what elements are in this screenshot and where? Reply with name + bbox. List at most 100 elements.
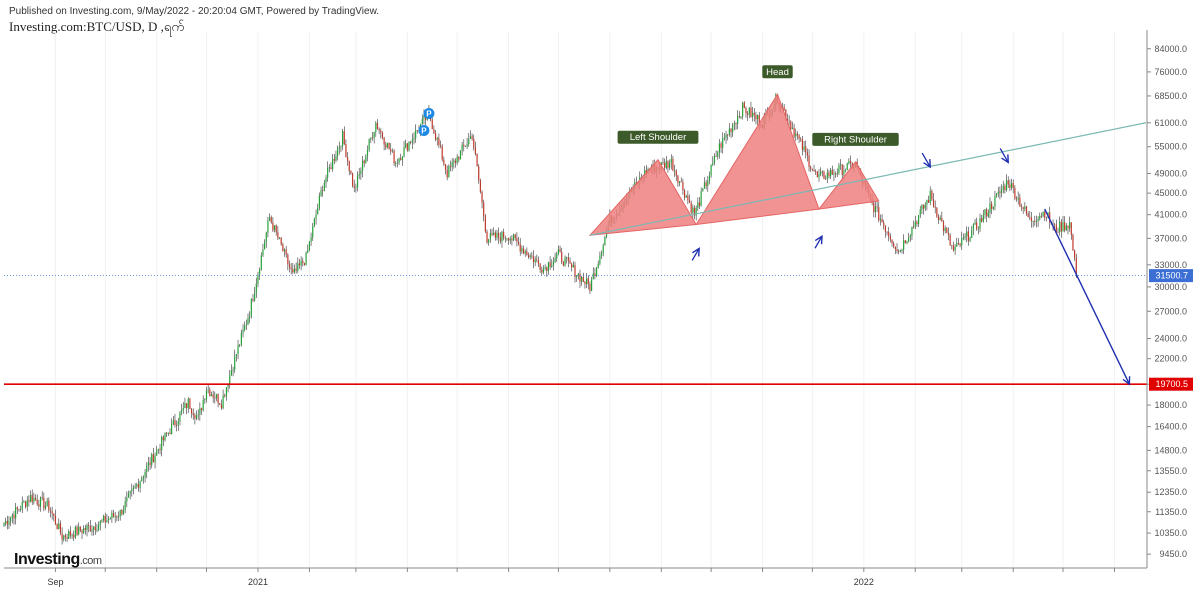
candle-body (471, 136, 473, 139)
candle-body (398, 158, 400, 163)
candle-body (363, 160, 365, 164)
candle-body (76, 527, 78, 535)
candle-body (1004, 185, 1006, 191)
candle-body (127, 493, 130, 498)
candle-body (951, 245, 953, 246)
candle-body (346, 157, 349, 161)
candle-body (73, 534, 75, 538)
candle-body (1025, 206, 1028, 214)
candle-body (225, 387, 228, 397)
y-axis: 84000.0 76000.0 68500.0 61000.0 55000.0 49000… (1146, 30, 1193, 568)
candle-body (267, 220, 269, 233)
candle-body (49, 510, 52, 512)
candle-body (219, 403, 221, 405)
pattern-triangle (817, 161, 880, 210)
candle-body (484, 216, 486, 232)
candle-body (727, 134, 729, 136)
candle-body (68, 531, 70, 539)
candle-body (846, 163, 848, 170)
candle-body (177, 421, 179, 426)
candle-body (69, 531, 71, 536)
candle-body (559, 249, 561, 252)
candle-body (458, 156, 460, 160)
candle-body (415, 130, 417, 139)
candle-body (496, 232, 498, 238)
candle-body (698, 202, 701, 206)
candle-body (290, 267, 292, 270)
candle-body (813, 170, 815, 172)
candle-body (514, 234, 516, 238)
candle-body (1045, 217, 1048, 219)
candle-body (375, 122, 377, 132)
candle-body (79, 526, 81, 531)
candle-body (433, 129, 435, 134)
candle-body (202, 400, 204, 411)
candle-body (811, 168, 813, 171)
candle-body (542, 268, 545, 273)
candle-body (15, 507, 17, 519)
candle-body (919, 209, 921, 215)
candle-body (411, 139, 413, 143)
candle-body (788, 120, 790, 122)
support-price-tag: 19700.5 (1155, 379, 1188, 389)
candle-body (323, 182, 325, 191)
candle-body (378, 128, 380, 131)
candle-body (1055, 224, 1057, 232)
candle-body (831, 169, 833, 175)
candle-body (844, 169, 847, 171)
candle-body (521, 248, 523, 252)
candle-body (1020, 206, 1023, 208)
candle-body (416, 130, 418, 131)
candle-body (584, 281, 586, 285)
candle-body (351, 173, 354, 186)
candle-body (828, 172, 830, 177)
candle-body (99, 520, 101, 525)
candle-body (41, 497, 43, 498)
candle-body (712, 162, 714, 165)
candle-body (592, 273, 594, 280)
candle-body (434, 133, 437, 140)
candle-body (1062, 222, 1064, 232)
candle-body (3, 523, 5, 526)
candle-body (1002, 185, 1004, 190)
candle-body (154, 455, 156, 463)
candle-body (283, 249, 286, 252)
candle-body (322, 190, 324, 192)
candle-body (1005, 180, 1008, 191)
marker-badge (423, 107, 435, 119)
candle-body (881, 219, 883, 223)
down-arrow (999, 148, 1009, 163)
candle-body (986, 209, 988, 217)
candle-body (38, 504, 40, 507)
candle-body (325, 177, 327, 183)
candle-body (71, 534, 73, 536)
candle-body (56, 524, 58, 530)
candle-body (984, 209, 986, 215)
up-arrow (814, 235, 823, 249)
candle-body (687, 195, 689, 201)
candle-body (959, 243, 961, 246)
candle-body (934, 206, 936, 208)
candle-body (63, 535, 65, 540)
candle-body (803, 146, 805, 150)
candle-body (112, 513, 115, 517)
candle-body (967, 231, 969, 241)
marker-label: P (421, 126, 427, 135)
projection-arrow (1044, 208, 1131, 385)
y-tick-label: 9450.0 (1159, 549, 1187, 559)
candle-body (285, 249, 287, 255)
candle-body (972, 224, 974, 231)
candle-body (252, 299, 254, 301)
candle-body (212, 394, 214, 398)
candle-body (685, 195, 687, 198)
candle-body (136, 484, 138, 487)
candle-body (839, 164, 842, 166)
candle-body (556, 254, 558, 259)
candle-body (254, 292, 256, 301)
candle-body (176, 425, 178, 426)
candle-body (835, 173, 837, 175)
candle-body (678, 181, 681, 183)
candle-body (562, 261, 564, 266)
candle-body (849, 161, 852, 164)
